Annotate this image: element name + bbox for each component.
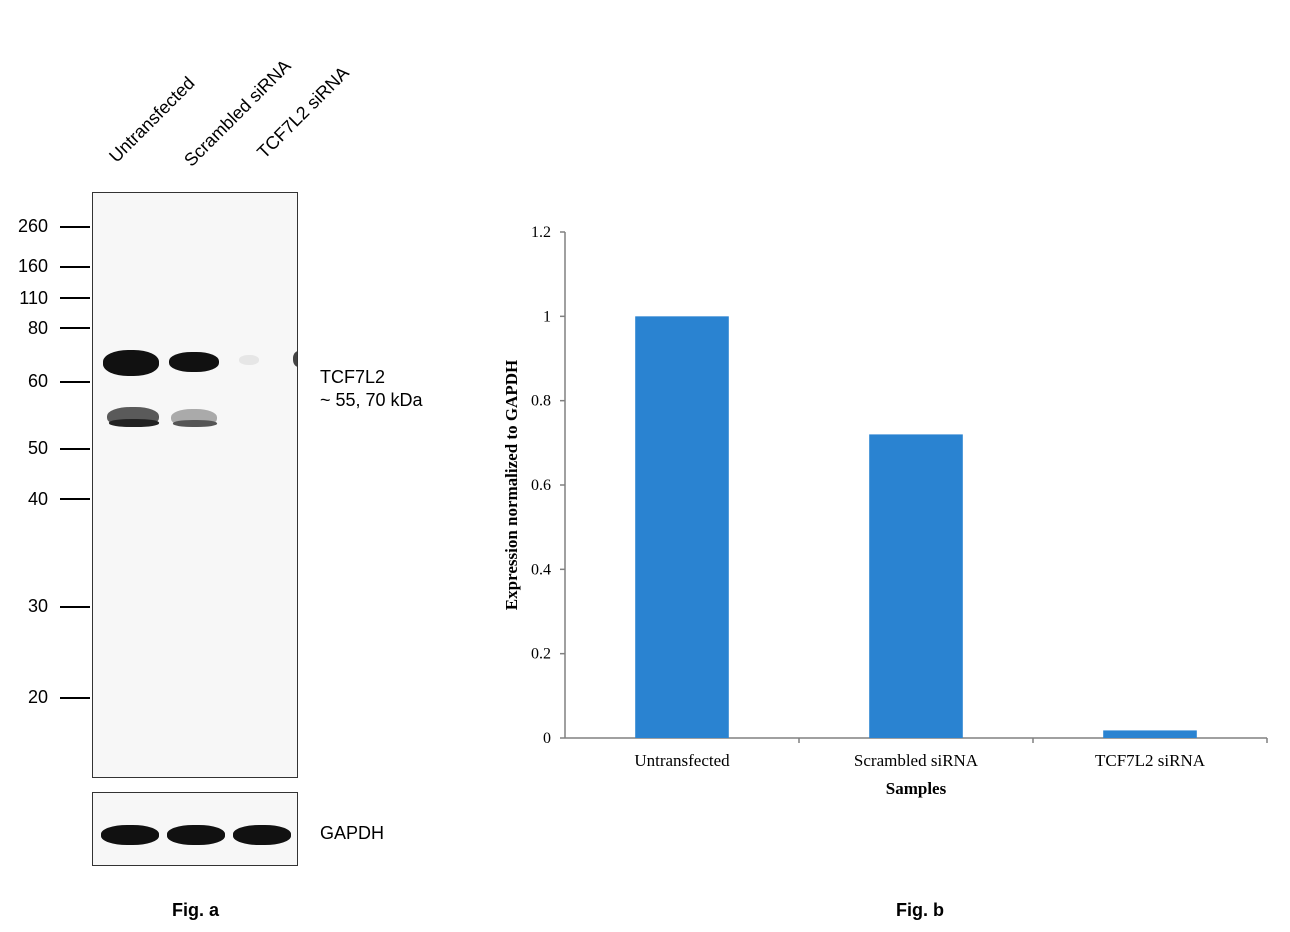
western-blot-panel: Untransfected Scrambled siRNA TCF7L2 siR… [0, 0, 470, 932]
mw-tick [60, 297, 90, 299]
y-tick-label: 1 [543, 308, 551, 325]
mw-tick [60, 327, 90, 329]
y-tick-label: 0.6 [531, 477, 551, 494]
gapdh-band-lane2 [167, 825, 225, 845]
band-70kda-lane2 [169, 352, 219, 372]
bar-chart: 0 0.2 0.4 0.6 0.8 1 1.2 Untransfected Scrambled … [502, 224, 1268, 798]
blot-membrane-main [92, 192, 298, 778]
mw-tick [60, 606, 90, 608]
target-size-label: ~ 55, 70 kDa [320, 390, 423, 410]
figure-a-caption: Fig. a [172, 900, 220, 920]
chart-bars [635, 316, 1197, 738]
x-tick-label: Untransfected [634, 751, 730, 770]
mw-marker-60: 60 [27, 371, 48, 391]
mw-marker-40: 40 [27, 489, 48, 509]
mw-marker-260: 260 [17, 216, 48, 236]
band-55kda-lane1-lower [109, 419, 159, 427]
mw-tick [60, 448, 90, 450]
band-70kda-lane1 [103, 350, 159, 376]
bar-tcf7l2-sirna [1103, 730, 1197, 738]
blot-membrane-gapdh [92, 792, 298, 866]
y-tick-label: 0 [543, 730, 551, 747]
figure-b-caption: Fig. b [896, 900, 944, 920]
gapdh-band-lane3 [233, 825, 291, 845]
mw-tick [60, 697, 90, 699]
lane-label-scrambled: Scrambled siRNA [180, 55, 295, 171]
y-tick-label: 1.2 [531, 224, 551, 241]
band-70kda-lane3 [239, 355, 259, 365]
mw-tick [60, 498, 90, 500]
y-tick-label: 0.2 [531, 646, 551, 663]
band-55kda-lane2-lower [173, 420, 217, 427]
y-tick-label: 0.4 [531, 561, 551, 578]
loading-control-label: GAPDH [320, 823, 385, 843]
y-tick-label: 0.8 [531, 393, 551, 410]
chart-labels: 0 0.2 0.4 0.6 0.8 1 1.2 Untransfected Scrambled … [502, 224, 1206, 798]
x-tick-label: TCF7L2 siRNA [1095, 751, 1206, 770]
mw-marker-50: 50 [27, 438, 48, 458]
bar-untransfected [635, 316, 729, 738]
bar-scrambled-sirna [869, 434, 963, 738]
mw-tick [60, 266, 90, 268]
mw-tick [60, 226, 90, 228]
mw-marker-80: 80 [27, 318, 48, 338]
gapdh-band-lane1 [101, 825, 159, 845]
mw-marker-30: 30 [27, 596, 48, 616]
mw-marker-20: 20 [27, 687, 48, 707]
x-axis-title: Samples [886, 779, 947, 798]
mw-tick [60, 381, 90, 383]
band-edge-spot [293, 351, 297, 367]
y-axis-title: Expression normalized to GAPDH [502, 360, 521, 610]
mw-marker-160: 160 [17, 256, 48, 276]
mw-marker-110: 110 [19, 288, 48, 308]
target-protein-label: TCF7L2 [320, 367, 386, 387]
x-tick-label: Scrambled siRNA [854, 751, 979, 770]
